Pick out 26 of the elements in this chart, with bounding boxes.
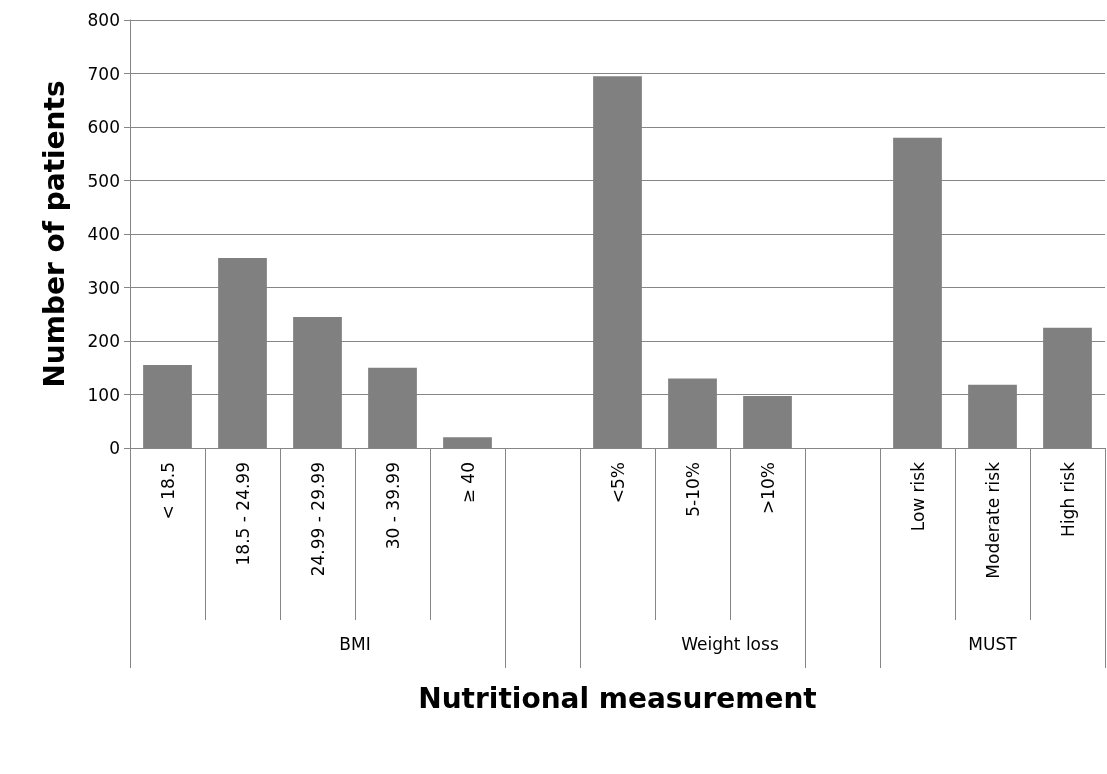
y-tick-label: 200 — [87, 331, 120, 351]
x-tick-label: Moderate risk — [982, 461, 1003, 579]
y-axis-title: Number of patients — [37, 80, 71, 388]
x-tick-label: < 18.5 — [157, 462, 178, 520]
x-tick-label: 18.5 - 24.99 — [232, 462, 253, 566]
bar — [443, 437, 492, 448]
y-tick-label: 600 — [87, 117, 120, 137]
x-tick-label: <5% — [607, 462, 628, 504]
x-axis-title: Nutritional measurement — [418, 681, 817, 715]
y-tick-label: 400 — [87, 224, 120, 244]
x-tick-label: 30 - 39.99 — [382, 462, 403, 550]
y-tick-label: 700 — [87, 63, 120, 84]
y-tick-label: 300 — [87, 277, 120, 298]
text: BMI — [339, 634, 371, 654]
y-tick-label: 0 — [109, 438, 120, 458]
x-tick-label: >10% — [757, 462, 778, 515]
y-tick-label: 500 — [87, 170, 120, 191]
x-tick-label: Low risk — [907, 461, 928, 532]
text: MUST — [968, 634, 1018, 654]
y-tick-label: 800 — [87, 10, 120, 30]
y-tick-label: 100 — [87, 384, 120, 405]
text: Weight loss — [681, 634, 779, 654]
x-tick-label: 5-10% — [682, 462, 703, 517]
x-tick-label: 24.99 - 29.99 — [307, 462, 328, 577]
x-tick-label: ≥ 40 — [457, 462, 478, 504]
x-tick-label: High risk — [1057, 461, 1078, 537]
